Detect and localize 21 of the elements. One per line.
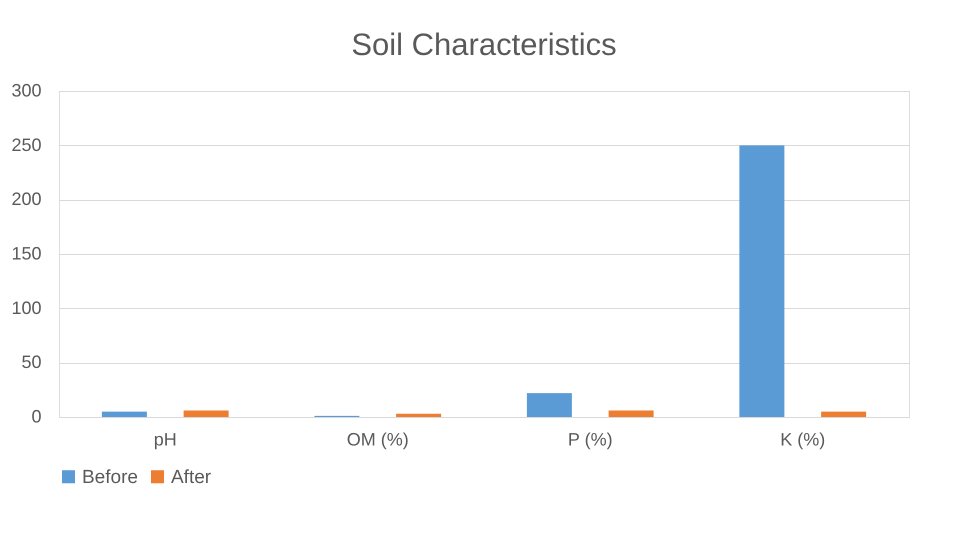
bar bbox=[526, 393, 572, 417]
y-tick-label: 100 bbox=[11, 298, 42, 318]
y-tick-label: 50 bbox=[21, 352, 42, 372]
bar bbox=[608, 410, 654, 417]
y-tick-label: 250 bbox=[11, 134, 42, 155]
bar bbox=[184, 410, 229, 417]
chart-title: Soil Characteristics bbox=[351, 27, 617, 62]
legend-label: After bbox=[171, 466, 212, 488]
bar bbox=[739, 145, 784, 417]
y-tick-label: 0 bbox=[31, 406, 42, 426]
y-tick-label: 300 bbox=[11, 80, 42, 100]
x-tick-label: pH bbox=[154, 430, 177, 450]
y-tick-label: 200 bbox=[11, 189, 42, 210]
x-tick-label: P (%) bbox=[568, 430, 613, 450]
bar bbox=[102, 412, 147, 417]
x-tick-label: OM (%) bbox=[346, 430, 409, 450]
bar bbox=[396, 414, 442, 417]
y-tick-label: 150 bbox=[11, 244, 42, 264]
legend-label: Before bbox=[82, 466, 138, 488]
bar bbox=[821, 412, 866, 417]
x-tick-label: K (%) bbox=[780, 430, 826, 450]
